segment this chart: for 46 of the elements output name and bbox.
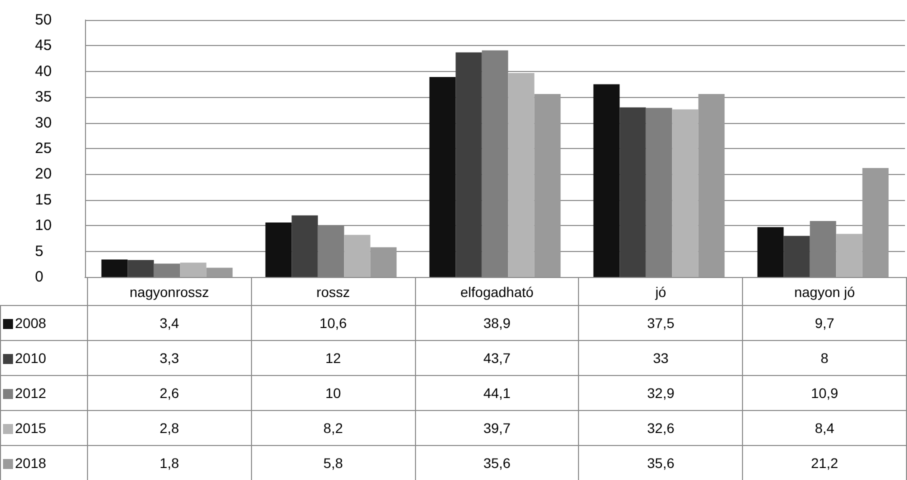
- data-label: 32,6: [578, 410, 743, 446]
- x-tick-label: rossz: [251, 278, 416, 306]
- data-label: 8: [742, 340, 906, 376]
- data-label: 12: [251, 340, 416, 376]
- y-tick-label: 10: [35, 217, 52, 234]
- data-label: 1,8: [87, 446, 252, 480]
- legend-label: 2010: [0, 340, 88, 376]
- x-tick-label: elfogadható: [415, 278, 579, 306]
- data-label: 10,9: [742, 376, 906, 410]
- data-label: 39,7: [415, 410, 579, 446]
- data-label: 37,5: [578, 306, 743, 340]
- y-tick-label: 20: [35, 166, 52, 183]
- data-label: 43,7: [415, 340, 579, 376]
- y-tick-label: 35: [35, 88, 52, 106]
- y-tick-label: 5: [35, 242, 44, 260]
- y-tick-label: 40: [35, 62, 52, 80]
- data-label: 3,4: [87, 306, 252, 340]
- data-label: 10: [251, 376, 416, 410]
- data-label: 33: [578, 340, 743, 376]
- data-label: 10,6: [251, 306, 416, 340]
- data-label: 2,8: [87, 410, 252, 446]
- y-tick-label: 45: [35, 37, 52, 54]
- data-label: 35,6: [578, 446, 743, 480]
- x-tick-label: jó: [578, 278, 743, 306]
- y-tick-label: 15: [35, 191, 52, 208]
- data-label: 8,2: [251, 410, 416, 446]
- y-tick-label: 30: [35, 114, 52, 132]
- legend-label: 2015: [0, 410, 88, 446]
- y-tick-label: 50: [35, 12, 52, 28]
- legend-label: 2012: [0, 376, 88, 410]
- data-label: 3,3: [87, 340, 252, 376]
- data-label: 21,2: [742, 446, 906, 480]
- data-label: 35,6: [415, 446, 579, 480]
- y-tick-label: 25: [35, 140, 52, 157]
- x-tick-label: nagyon jó: [742, 278, 906, 306]
- legend-label: 2018: [0, 446, 88, 480]
- legend-label: 2008: [0, 306, 88, 340]
- data-label: 32,9: [578, 376, 743, 410]
- x-tick-label: nagyonrossz: [87, 278, 252, 306]
- data-label: 8,4: [742, 410, 906, 446]
- y-tick-label: 0: [35, 268, 44, 286]
- data-label: 2,6: [87, 376, 252, 410]
- data-label: 44,1: [415, 376, 579, 410]
- data-label: 9,7: [742, 306, 906, 340]
- data-label: 5,8: [251, 446, 416, 480]
- data-label: 38,9: [415, 306, 579, 340]
